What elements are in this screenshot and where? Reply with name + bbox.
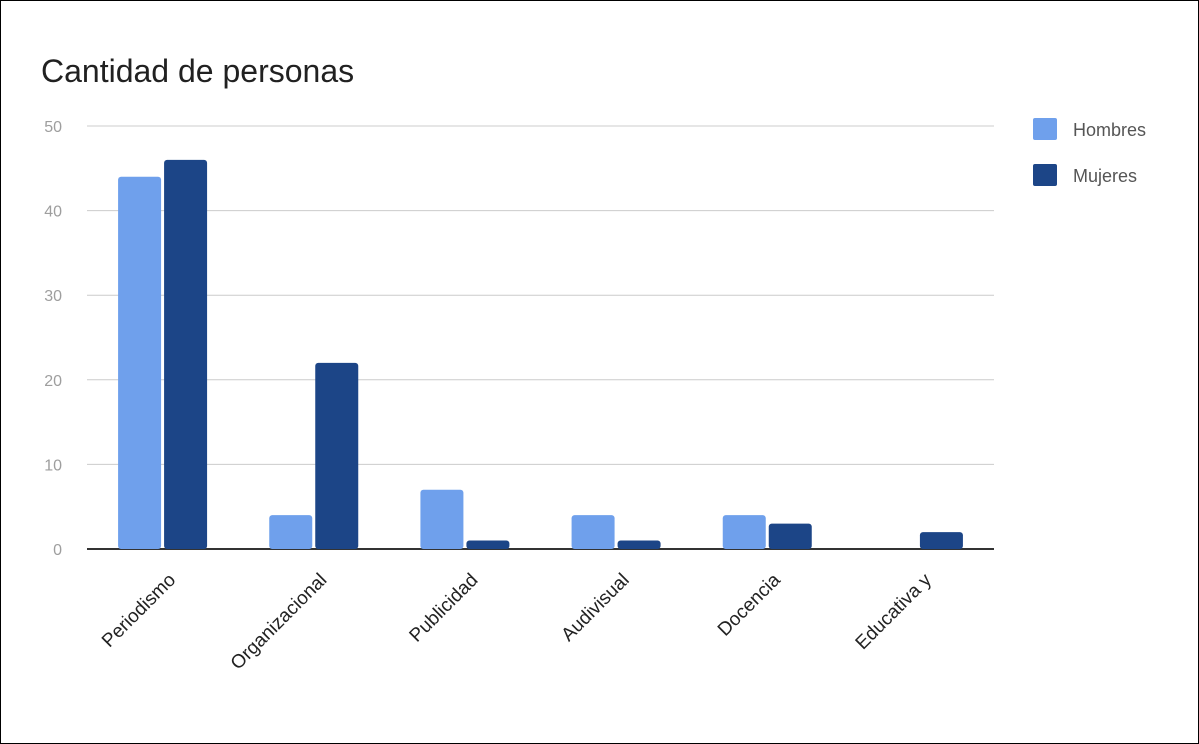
bar-hombres-4 [722, 515, 766, 549]
x-tick-label: Audivisual [558, 570, 634, 646]
y-tick-label: 30 [44, 288, 62, 305]
y-tick-label: 20 [44, 373, 62, 390]
bar-mujeres-5 [919, 532, 963, 549]
grid-lines [87, 125, 994, 550]
legend: Hombres Mujeres [1033, 118, 1146, 186]
bars [118, 159, 963, 549]
bar-hombres-0 [118, 176, 162, 549]
bar-mujeres-0 [164, 159, 208, 549]
bar-hombres-3 [571, 515, 615, 549]
y-tick-label: 50 [44, 119, 62, 136]
bar-mujeres-1 [315, 362, 359, 549]
bar-hombres-2 [420, 489, 464, 549]
x-tick-label: Publicidad [406, 570, 483, 647]
y-axis-ticks: 0 10 20 30 40 50 [44, 119, 62, 559]
legend-swatch [1033, 118, 1057, 140]
x-axis-labels: Periodismo Organizacional Publicidad Audivi… [98, 569, 936, 674]
chart-title: Cantidad de personas [41, 53, 355, 89]
x-tick-label: Docencia [714, 569, 785, 640]
bar-hombres-1 [269, 515, 313, 549]
x-tick-label: Organizacional [227, 570, 331, 674]
y-tick-label: 10 [44, 457, 62, 474]
bar-mujeres-3 [617, 540, 661, 549]
legend-swatch [1033, 164, 1057, 186]
bar-mujeres-2 [466, 540, 510, 549]
legend-label: Hombres [1073, 120, 1146, 140]
x-tick-label: Periodismo [98, 570, 180, 652]
bar-mujeres-4 [768, 523, 812, 549]
legend-label: Mujeres [1073, 166, 1137, 186]
y-tick-label: 0 [53, 542, 62, 559]
x-tick-label: Educativa y [852, 569, 937, 654]
y-tick-label: 40 [44, 204, 62, 221]
